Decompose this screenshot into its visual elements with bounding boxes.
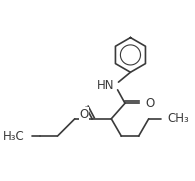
Text: H₃C: H₃C (3, 130, 25, 143)
Text: HN: HN (97, 79, 114, 92)
Text: CH₃: CH₃ (168, 112, 190, 125)
Text: O: O (145, 97, 155, 110)
Text: O: O (79, 108, 89, 121)
